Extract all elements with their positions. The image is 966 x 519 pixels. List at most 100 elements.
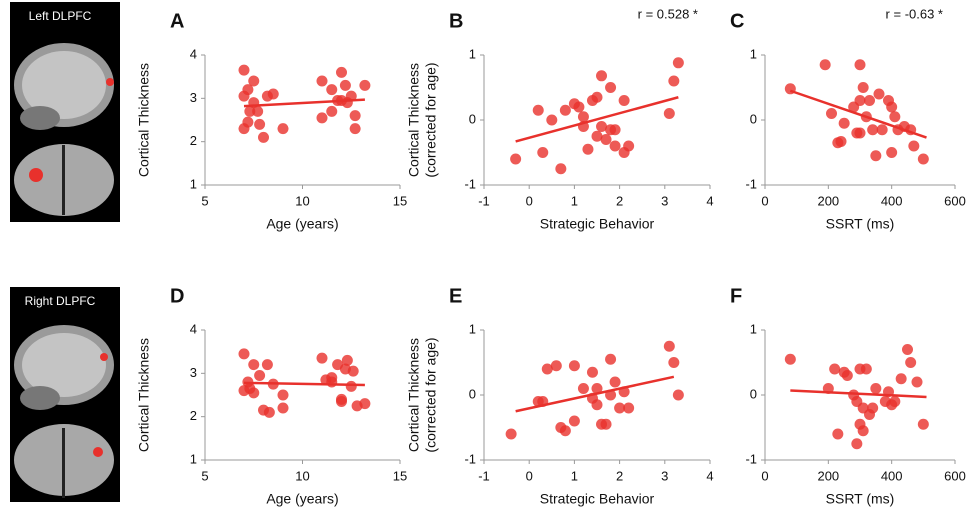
x-tick-label: 10 xyxy=(295,193,309,208)
point xyxy=(278,123,289,134)
point xyxy=(350,110,361,121)
y-axis-label: Cortical Thickness xyxy=(136,338,152,452)
point xyxy=(605,354,616,365)
x-tick-label: 600 xyxy=(944,193,966,208)
x-axis-label: Age (years) xyxy=(266,491,338,507)
point xyxy=(359,398,370,409)
x-tick-label: 15 xyxy=(393,193,407,208)
point xyxy=(601,134,612,145)
y-tick-label: -1 xyxy=(464,176,476,191)
x-axis-label: SSRT (ms) xyxy=(826,216,895,232)
point xyxy=(839,118,850,129)
point xyxy=(336,67,347,78)
annotation: r = 0.528 * xyxy=(638,6,698,21)
y-tick-label: 0 xyxy=(469,386,476,401)
y-tick-label: 1 xyxy=(469,321,476,336)
y-axis-label: Cortical Thickness xyxy=(136,63,152,177)
point xyxy=(254,119,265,130)
y-tick-label: -1 xyxy=(745,176,757,191)
annotation: r = -0.63 * xyxy=(886,6,943,21)
point xyxy=(918,419,929,430)
x-tick-label: 0 xyxy=(526,468,533,483)
point xyxy=(239,91,250,102)
point xyxy=(317,353,328,364)
panel-letter: D xyxy=(170,285,184,307)
x-tick-label: 3 xyxy=(661,468,668,483)
point xyxy=(248,76,259,87)
point xyxy=(248,387,259,398)
y-tick-label: 2 xyxy=(190,408,197,423)
point xyxy=(908,141,919,152)
x-axis-label: Strategic Behavior xyxy=(540,491,655,507)
point xyxy=(592,92,603,103)
point xyxy=(239,65,250,76)
point xyxy=(861,364,872,375)
point xyxy=(278,403,289,414)
x-tick-label: 0 xyxy=(761,193,768,208)
y-tick-label: 3 xyxy=(190,365,197,380)
x-axis-label: Strategic Behavior xyxy=(540,216,655,232)
point xyxy=(918,154,929,165)
point xyxy=(601,419,612,430)
panel: -1010200400600FSSRT (ms) xyxy=(730,285,966,506)
y-tick-label: 1 xyxy=(469,46,476,61)
panel: 123451015AAge (years)Cortical Thickness xyxy=(136,10,408,231)
y-axis-label: Cortical Thickness xyxy=(406,63,422,177)
panel-letter: C xyxy=(730,10,744,32)
point xyxy=(829,364,840,375)
point xyxy=(610,141,621,152)
y-tick-label: 1 xyxy=(190,176,197,191)
x-tick-label: 4 xyxy=(706,468,713,483)
y-tick-label: 1 xyxy=(750,46,757,61)
brain-left: Left DLPFC xyxy=(10,2,120,222)
x-tick-label: 4 xyxy=(706,193,713,208)
point xyxy=(569,416,580,427)
panel-letter: E xyxy=(449,285,462,307)
point xyxy=(610,377,621,388)
point xyxy=(592,399,603,410)
point xyxy=(889,396,900,407)
point xyxy=(886,102,897,113)
x-axis-label: SSRT (ms) xyxy=(826,491,895,507)
point xyxy=(673,57,684,68)
point xyxy=(912,377,923,388)
point xyxy=(569,360,580,371)
x-tick-label: 200 xyxy=(817,193,839,208)
point xyxy=(668,76,679,87)
panel-letter: B xyxy=(449,10,463,32)
point xyxy=(278,390,289,401)
point xyxy=(851,438,862,449)
point xyxy=(506,429,517,440)
point xyxy=(248,359,259,370)
y-tick-label: 0 xyxy=(469,111,476,126)
point xyxy=(254,370,265,381)
point xyxy=(826,108,837,119)
point xyxy=(855,59,866,70)
point xyxy=(889,111,900,122)
point xyxy=(560,425,571,436)
point xyxy=(668,357,679,368)
point xyxy=(336,394,347,405)
point xyxy=(619,95,630,106)
point xyxy=(359,80,370,91)
x-tick-label: 2 xyxy=(616,468,623,483)
point xyxy=(346,381,357,392)
point xyxy=(623,141,634,152)
point xyxy=(664,341,675,352)
x-tick-label: 5 xyxy=(201,193,208,208)
point xyxy=(864,95,875,106)
point xyxy=(326,372,337,383)
y-tick-label: 0 xyxy=(750,386,757,401)
y-axis-label: (corrected for age) xyxy=(423,62,439,177)
x-tick-label: 0 xyxy=(526,193,533,208)
point xyxy=(239,348,250,359)
panel-letter: F xyxy=(730,285,742,307)
point xyxy=(560,105,571,116)
point xyxy=(832,429,843,440)
x-tick-label: 15 xyxy=(393,468,407,483)
point xyxy=(317,112,328,123)
point xyxy=(874,89,885,100)
point xyxy=(836,136,847,147)
point xyxy=(268,89,279,100)
